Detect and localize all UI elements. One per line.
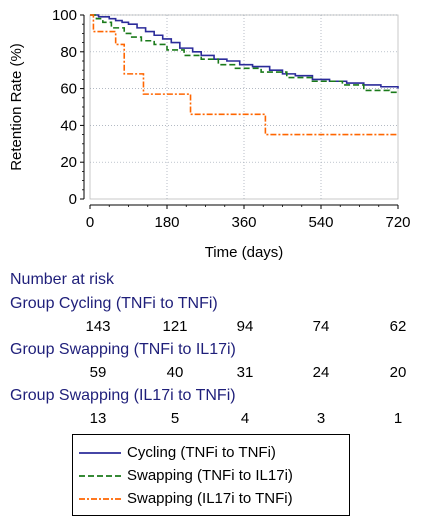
series-line [90, 14, 398, 94]
risk-count: 40 [166, 364, 184, 381]
legend-label: Swapping (IL17i to TNFi) [127, 490, 293, 507]
risk-group-label: Group Cycling (TNFi to TNFi) [10, 295, 218, 312]
legend-item: Cycling (TNFi to TNFi) [79, 441, 349, 464]
risk-count: 13 [89, 410, 107, 427]
series-line [90, 14, 399, 89]
y-axis-title: Retention Rate (%) [8, 43, 25, 171]
risk-count: 143 [85, 318, 111, 335]
risk-group-label: Group Swapping (TNFi to IL17i) [10, 341, 236, 358]
legend-label: Swapping (TNFi to IL17i) [127, 467, 293, 484]
risk-count: 5 [170, 410, 180, 427]
chart-legend: Cycling (TNFi to TNFi) Swapping (TNFi to… [72, 434, 350, 516]
risk-count: 24 [312, 364, 330, 381]
y-tick-label: 100 [52, 7, 77, 24]
risk-count: 59 [89, 364, 107, 381]
number-at-risk-table: Number at risk Group Cycling (TNFi to TN… [0, 268, 424, 432]
risk-row: 59 40 31 24 20 [0, 362, 424, 386]
risk-count: 20 [389, 364, 407, 381]
risk-row: 143 121 94 74 62 [0, 316, 424, 340]
legend-swatch-solid [79, 451, 121, 454]
risk-count: 74 [312, 318, 330, 335]
y-tick-label: 60 [60, 81, 77, 98]
legend-item: Swapping (IL17i to TNFi) [79, 487, 349, 510]
x-tick-label: 720 [385, 214, 410, 231]
x-tick-label: 0 [86, 214, 94, 231]
risk-count: 1 [393, 410, 403, 427]
km-chart: 0 20 40 60 80 100 0 180 360 540 720 Time (days) Rete… [8, 7, 411, 261]
x-tick-label: 180 [154, 214, 179, 231]
legend-item: Swapping (TNFi to IL17i) [79, 464, 349, 487]
x-tick-label: 540 [308, 214, 333, 231]
risk-count: 121 [162, 318, 188, 335]
legend-swatch-dashed [79, 474, 121, 477]
y-tick-label: 80 [60, 44, 77, 61]
risk-table-title: Number at risk [10, 271, 115, 288]
y-tick-label: 0 [69, 191, 77, 208]
legend-swatch-dashdot [79, 497, 121, 500]
legend-label: Cycling (TNFi to TNFi) [127, 444, 276, 461]
y-tick-label: 40 [60, 117, 77, 134]
risk-count: 4 [240, 410, 250, 427]
y-tick-label: 20 [60, 154, 77, 171]
risk-count: 31 [236, 364, 254, 381]
risk-count: 94 [236, 318, 254, 335]
risk-count: 3 [316, 410, 326, 427]
risk-row: 13 5 4 3 1 [0, 408, 424, 432]
risk-count: 62 [389, 318, 407, 335]
x-tick-label: 360 [231, 214, 256, 231]
series-line [90, 14, 398, 136]
x-axis-title: Time (days) [205, 244, 284, 261]
risk-group-label: Group Swapping (IL17i to TNFi) [10, 387, 236, 404]
